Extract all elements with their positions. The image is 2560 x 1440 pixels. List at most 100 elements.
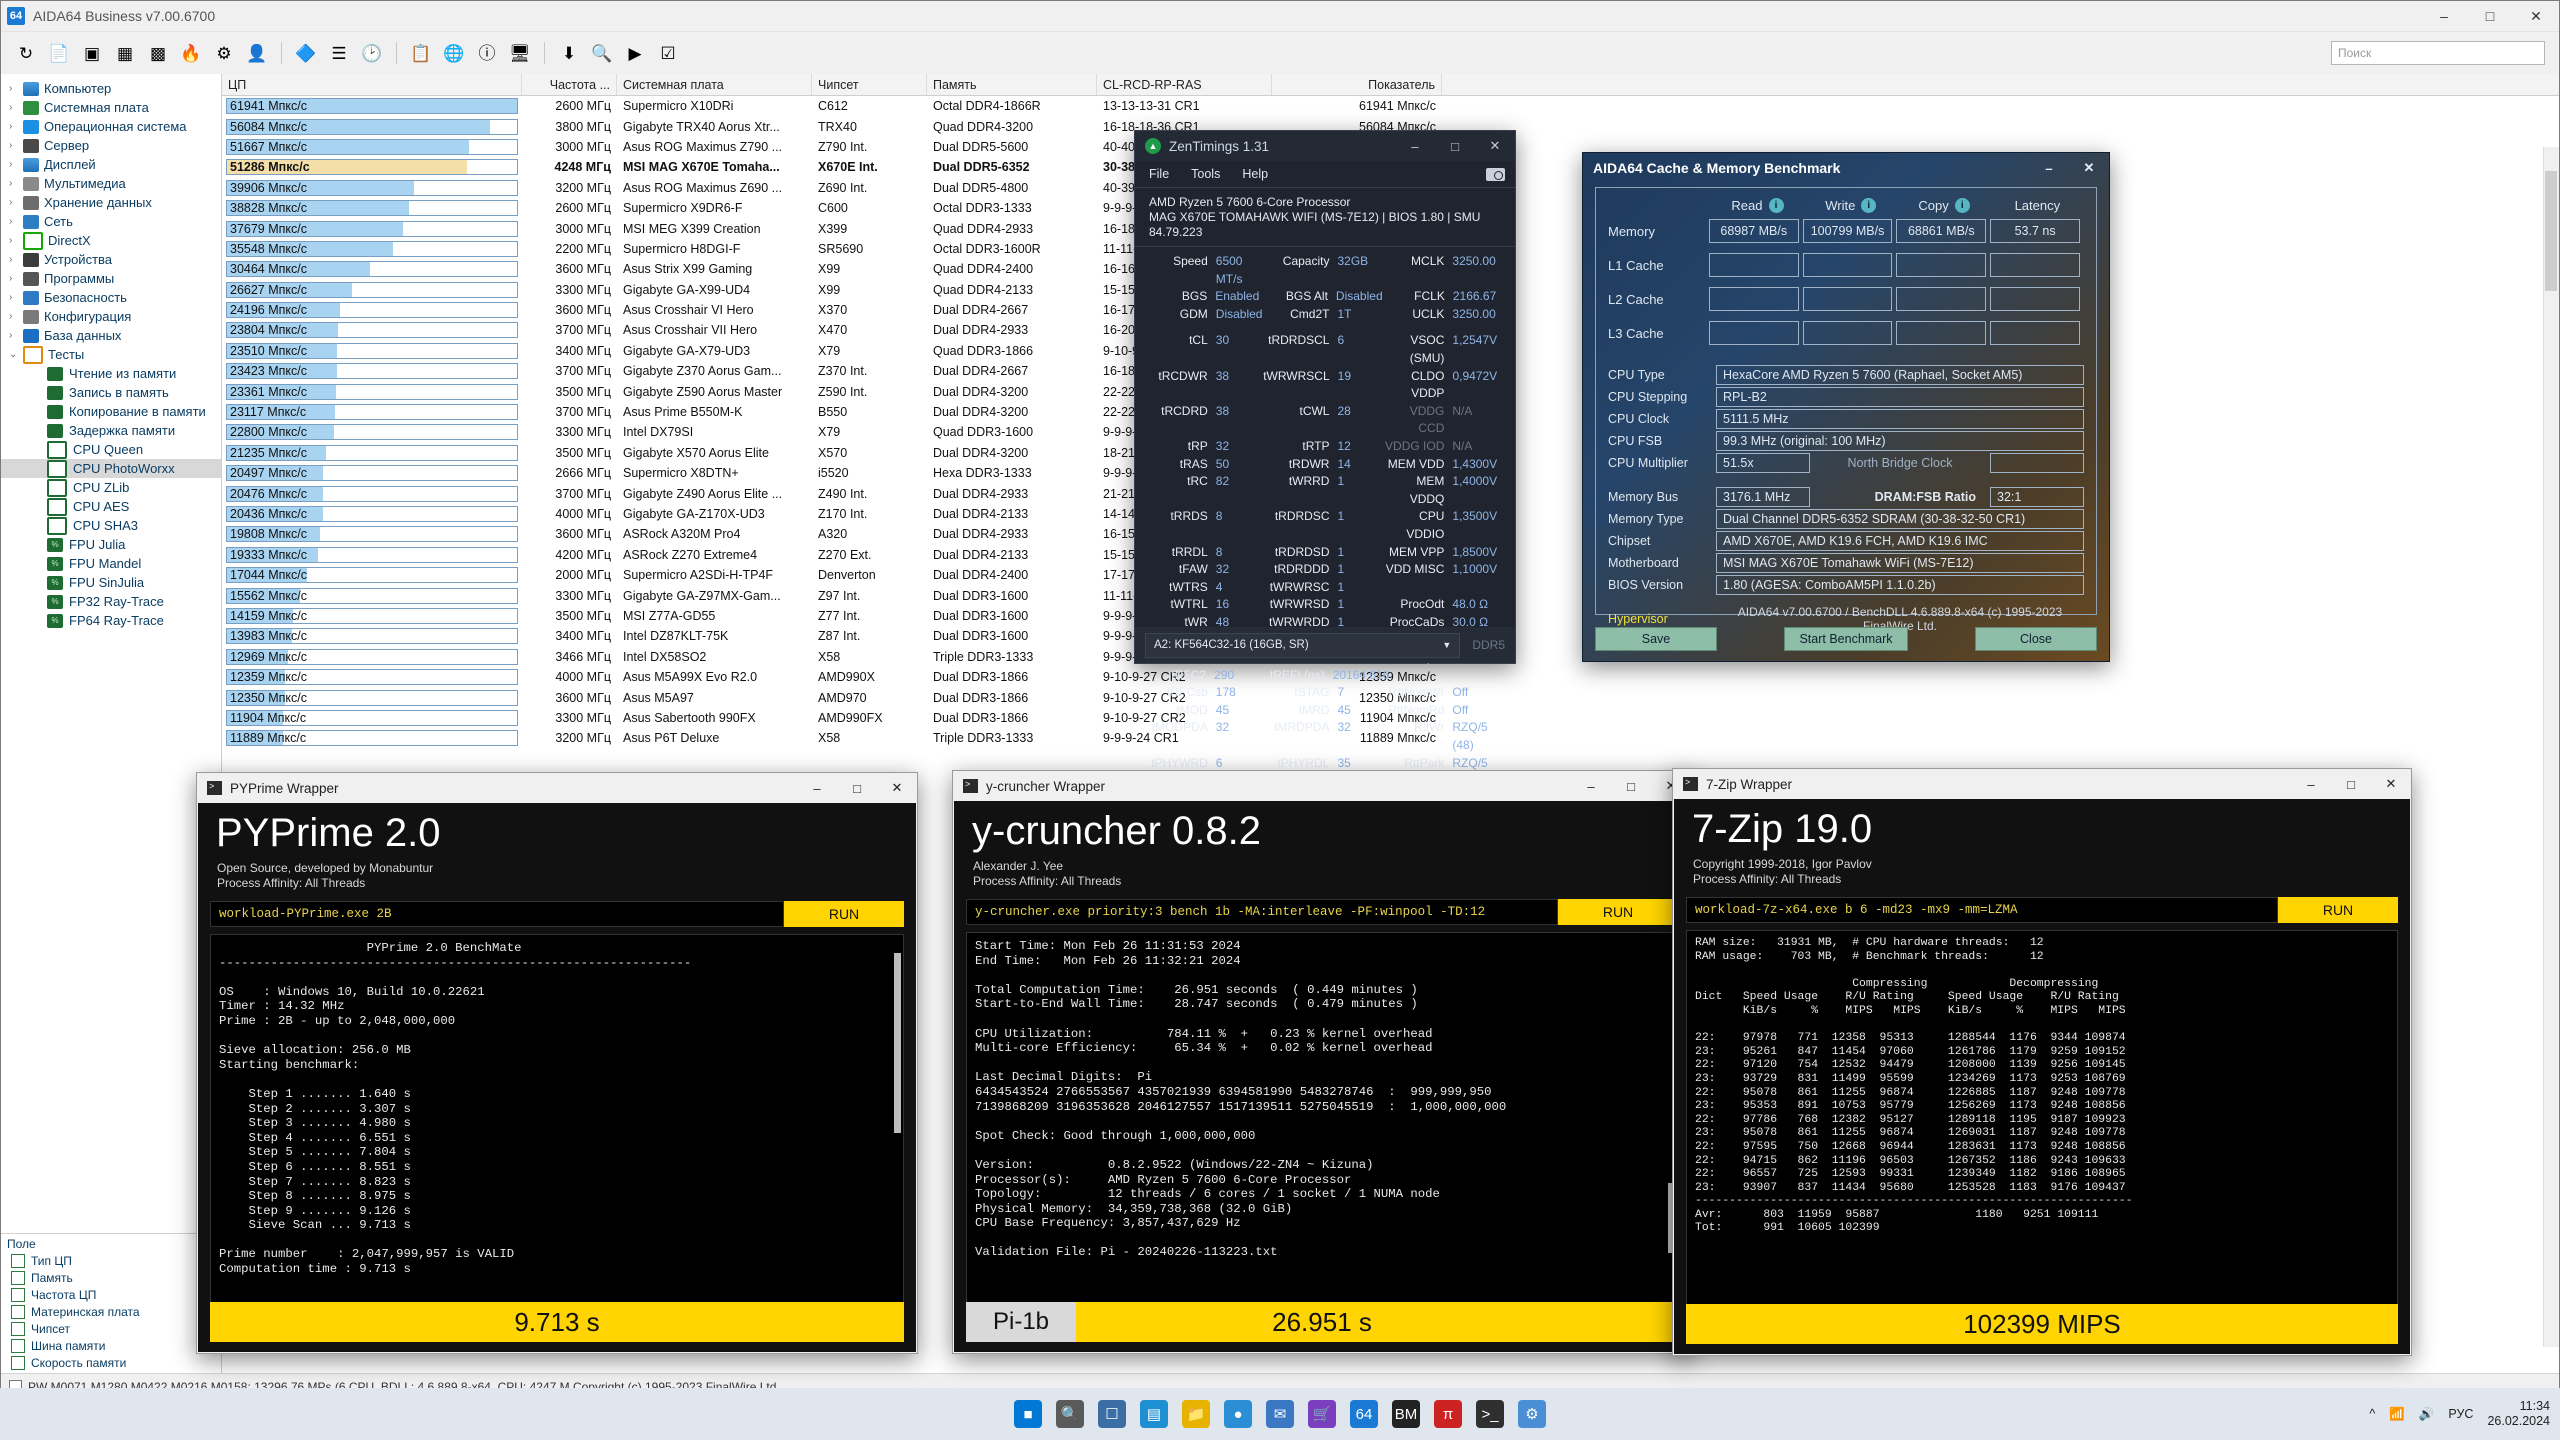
- minimize-icon[interactable]: –: [1587, 778, 1595, 794]
- chevron-right-icon[interactable]: ›: [9, 311, 13, 322]
- close-icon[interactable]: ✕: [2530, 7, 2542, 24]
- report-page-icon[interactable]: 📋: [410, 43, 432, 63]
- info-icon[interactable]: i: [1954, 198, 1970, 213]
- run-icon[interactable]: ▶: [628, 43, 642, 63]
- maximize-icon[interactable]: □: [1451, 138, 1459, 154]
- menu-tools[interactable]: Tools: [1191, 167, 1221, 181]
- benchmark-item-12[interactable]: % FP32 Ray-Trace: [1, 592, 221, 611]
- task-view-icon[interactable]: ☐: [1098, 1400, 1126, 1428]
- start-icon[interactable]: ■: [1014, 1400, 1042, 1428]
- search-icon[interactable]: 🔍: [1056, 1400, 1084, 1428]
- search-icon[interactable]: 🔍: [591, 43, 613, 63]
- tree-item-9[interactable]: › Устройства: [1, 250, 221, 269]
- tree-item-13[interactable]: › База данных: [1, 326, 221, 345]
- minimize-icon[interactable]: –: [2440, 8, 2448, 24]
- tray-network-icon[interactable]: 📶: [2389, 1406, 2405, 1421]
- checkbox-icon[interactable]: [11, 1338, 25, 1353]
- refresh-icon[interactable]: ↻: [18, 43, 34, 63]
- benchmate-icon[interactable]: BM: [1392, 1400, 1420, 1428]
- close-icon[interactable]: ✕: [2385, 776, 2397, 791]
- pyprime-console-output[interactable]: PYPrime 2.0 BenchMate ------------------…: [210, 934, 904, 1306]
- chevron-right-icon[interactable]: ›: [9, 102, 13, 113]
- chevron-right-icon[interactable]: ›: [9, 140, 13, 151]
- benchmark-item-9[interactable]: % FPU Julia: [1, 535, 221, 554]
- close-icon[interactable]: ✕: [2083, 160, 2095, 175]
- benchmark-item-3[interactable]: Задержка памяти: [1, 421, 221, 440]
- menu-help[interactable]: Help: [1242, 167, 1269, 181]
- scrollbar-thumb[interactable]: [2545, 171, 2557, 291]
- table-row[interactable]: 13983 Мпкс/с4x Core i7-4770 HT 3400 МГц In…: [222, 626, 2559, 646]
- benchmark-item-0[interactable]: Чтение из памяти: [1, 364, 221, 383]
- info-icon[interactable]: ⓘ: [478, 43, 496, 63]
- checkbox-icon[interactable]: [11, 1355, 25, 1370]
- benchmark-item-11[interactable]: % FPU SinJulia: [1, 573, 221, 592]
- chevron-right-icon[interactable]: ›: [9, 254, 13, 265]
- pyprime-command-input[interactable]: workload-PYPrime.exe 2B: [210, 901, 784, 927]
- column-header-chipset[interactable]: Чипсет: [812, 74, 927, 95]
- chevron-down-icon[interactable]: ⌄: [9, 349, 18, 360]
- mail-icon[interactable]: ✉: [1266, 1400, 1294, 1428]
- benchmark-item-7[interactable]: CPU AES: [1, 497, 221, 516]
- chevron-right-icon[interactable]: ›: [9, 121, 13, 132]
- settings-icon[interactable]: ⚙: [216, 43, 232, 63]
- benchmark-item-8[interactable]: CPU SHA3: [1, 516, 221, 535]
- aida64-icon[interactable]: 64: [1350, 1400, 1378, 1428]
- column-header-score[interactable]: Показатель: [1272, 74, 1442, 95]
- tree-item-2[interactable]: › Операционная система: [1, 117, 221, 136]
- ycruncher-icon[interactable]: π: [1434, 1400, 1462, 1428]
- close-icon[interactable]: ✕: [1489, 138, 1501, 153]
- benchmark-item-6[interactable]: CPU ZLib: [1, 478, 221, 497]
- chevron-right-icon[interactable]: ›: [9, 178, 13, 189]
- monitor-icon[interactable]: 🖥: [509, 43, 531, 63]
- close-button[interactable]: Close: [1975, 627, 2097, 651]
- screenshot-icon[interactable]: [1486, 167, 1505, 181]
- minimize-icon[interactable]: –: [2045, 160, 2053, 176]
- settings-icon[interactable]: ⚙: [1518, 1400, 1546, 1428]
- info-icon[interactable]: i: [1861, 198, 1877, 213]
- field-list-item-3[interactable]: Материнская плата: [1, 1303, 221, 1320]
- chevron-right-icon[interactable]: ›: [9, 330, 13, 341]
- tree-item-0[interactable]: › Компьютер: [1, 79, 221, 98]
- chevron-right-icon[interactable]: ›: [9, 273, 13, 284]
- column-header-cpu[interactable]: ЦП: [222, 74, 522, 95]
- table-row[interactable]: 11889 Мпкс/с4x Core i7-965 Extre... 3200 …: [222, 728, 2559, 748]
- console-scrollbar[interactable]: [1668, 1183, 1675, 1253]
- tray-chevron-icon[interactable]: ^: [2369, 1407, 2376, 1421]
- ycruncher-console-output[interactable]: Start Time: Mon Feb 26 11:31:53 2024 End…: [966, 932, 1678, 1306]
- maximize-icon[interactable]: □: [2347, 776, 2355, 792]
- chevron-right-icon[interactable]: ›: [9, 159, 13, 170]
- table-row[interactable]: 12350 Мпкс/с8x FX-8150 3600 МГц Asus M5A97…: [222, 687, 2559, 707]
- start-benchmark-button[interactable]: Start Benchmark: [1784, 627, 1908, 651]
- tray-language[interactable]: РУС: [2448, 1407, 2474, 1421]
- terminal-icon[interactable]: >_: [1476, 1400, 1504, 1428]
- checkbox-icon[interactable]: [11, 1253, 25, 1268]
- tray-volume-icon[interactable]: 🔊: [2418, 1406, 2435, 1421]
- column-header-motherboard[interactable]: Системная плата: [617, 74, 812, 95]
- table-row[interactable]: 22800 Мпкс/с6x Core i7-3960X Extr... 3300…: [222, 422, 2559, 442]
- benchmark-item-5[interactable]: CPU PhotoWorxx: [1, 459, 221, 478]
- menu-file[interactable]: File: [1149, 167, 1170, 181]
- benchmark-item-13[interactable]: % FP64 Ray-Trace: [1, 611, 221, 630]
- checkbox-icon[interactable]: [11, 1287, 25, 1302]
- ycruncher-run-button[interactable]: RUN: [1558, 899, 1678, 925]
- benchmark-item-10[interactable]: % FPU Mandel: [1, 554, 221, 573]
- minimize-icon[interactable]: –: [1411, 138, 1419, 154]
- report-icon[interactable]: 📄: [48, 43, 70, 63]
- database-icon[interactable]: ☰: [331, 43, 347, 63]
- info-icon[interactable]: i: [1768, 198, 1784, 213]
- table-row[interactable]: 12359 Мпкс/с8x FX-8350 4000 МГц Asus M5A99…: [222, 667, 2559, 687]
- chevron-right-icon[interactable]: ›: [9, 216, 13, 227]
- table-row[interactable]: 11904 Мпкс/с6x FX-6100 3300 МГц Asus Saber…: [222, 708, 2559, 728]
- tree-item-12[interactable]: › Конфигурация: [1, 307, 221, 326]
- edge-icon[interactable]: ●: [1224, 1400, 1252, 1428]
- chevron-right-icon[interactable]: ›: [9, 292, 13, 303]
- table-vertical-scrollbar[interactable]: [2543, 147, 2559, 1347]
- checkbox-icon[interactable]: [11, 1270, 25, 1285]
- benchmark-item-4[interactable]: CPU Queen: [1, 440, 221, 459]
- column-header-frequency[interactable]: Частота ...: [522, 74, 617, 95]
- table-row[interactable]: 21235 Мпкс/с16x Ryzen 9 3950X HT 3500 МГц…: [222, 443, 2559, 463]
- maximize-icon[interactable]: □: [1627, 778, 1635, 794]
- chevron-right-icon[interactable]: ›: [9, 235, 13, 246]
- store-icon[interactable]: 🛒: [1308, 1400, 1336, 1428]
- field-list-item-1[interactable]: Память: [1, 1269, 221, 1286]
